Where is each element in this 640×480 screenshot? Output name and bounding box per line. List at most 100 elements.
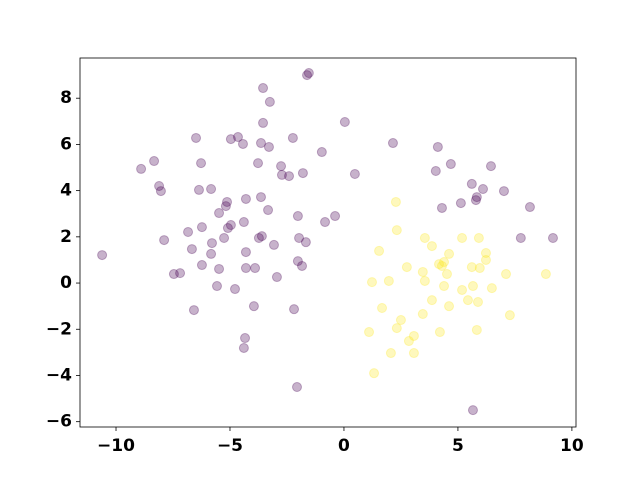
point	[473, 232, 484, 243]
point	[457, 232, 468, 243]
point	[417, 309, 428, 320]
point	[387, 138, 398, 149]
point	[271, 272, 282, 283]
point	[303, 68, 314, 79]
point	[255, 138, 266, 149]
point	[466, 262, 477, 273]
point	[439, 281, 450, 292]
point	[504, 310, 515, 321]
point	[391, 225, 402, 236]
point	[390, 196, 401, 207]
point	[250, 263, 261, 274]
point	[168, 269, 179, 280]
point	[149, 156, 160, 167]
x-tick-label: −10	[97, 436, 135, 456]
point	[470, 195, 481, 206]
point	[498, 186, 509, 197]
point	[434, 327, 445, 338]
point	[426, 241, 437, 252]
point	[196, 158, 207, 169]
point	[501, 269, 512, 280]
point	[292, 256, 303, 267]
point	[480, 254, 491, 265]
point	[268, 239, 279, 250]
point	[374, 245, 385, 256]
point	[486, 283, 497, 294]
point	[225, 134, 236, 145]
point	[240, 263, 251, 274]
point	[238, 342, 249, 353]
point	[383, 275, 394, 286]
point	[316, 147, 327, 158]
point	[258, 83, 269, 94]
y-tick-label: 2	[60, 227, 72, 247]
y-tick-label: 8	[60, 88, 72, 108]
point	[385, 348, 396, 359]
point	[232, 132, 243, 143]
point	[462, 295, 473, 306]
point	[289, 304, 300, 315]
point	[445, 159, 456, 170]
y-tick-label: 4	[60, 181, 72, 201]
point	[240, 247, 251, 258]
point	[467, 281, 478, 292]
point	[515, 232, 526, 243]
point	[237, 138, 248, 149]
point	[436, 260, 447, 271]
point	[302, 70, 313, 81]
point	[292, 382, 302, 393]
point	[466, 178, 477, 189]
point	[206, 248, 217, 259]
point	[214, 263, 225, 274]
point	[292, 211, 303, 222]
point	[444, 301, 455, 312]
point	[395, 315, 406, 326]
point	[540, 269, 551, 280]
point	[214, 208, 225, 219]
point	[472, 296, 483, 307]
point	[401, 262, 412, 273]
point	[154, 181, 165, 192]
point	[369, 368, 380, 379]
point	[455, 198, 466, 209]
point	[471, 324, 482, 335]
point	[524, 202, 535, 213]
point	[97, 250, 108, 261]
x-tick-label: 10	[560, 436, 584, 456]
point	[297, 260, 308, 271]
point	[457, 284, 468, 295]
point	[366, 277, 377, 288]
point	[196, 222, 207, 233]
point	[408, 330, 419, 341]
point	[240, 333, 251, 344]
point	[225, 220, 236, 231]
point	[219, 232, 230, 243]
point	[377, 303, 388, 314]
point	[211, 281, 222, 292]
point	[444, 248, 455, 259]
point	[478, 184, 488, 195]
y-tick-label: −2	[46, 319, 72, 339]
point	[263, 205, 274, 216]
point	[426, 295, 437, 306]
point	[408, 348, 419, 359]
point	[263, 141, 274, 152]
point	[364, 327, 375, 338]
point	[430, 165, 441, 176]
point	[330, 211, 341, 222]
point	[294, 232, 305, 243]
point	[436, 202, 447, 213]
y-tick-label: −4	[46, 365, 72, 385]
y-tick-label: −6	[46, 412, 72, 432]
point	[175, 268, 186, 279]
point	[240, 193, 251, 204]
point	[547, 232, 558, 243]
y-tick-label: 0	[60, 273, 72, 293]
point	[188, 305, 199, 316]
point	[339, 117, 350, 128]
point	[196, 260, 207, 271]
point	[417, 266, 428, 277]
point	[419, 232, 430, 243]
point	[300, 237, 311, 248]
point	[155, 186, 166, 197]
